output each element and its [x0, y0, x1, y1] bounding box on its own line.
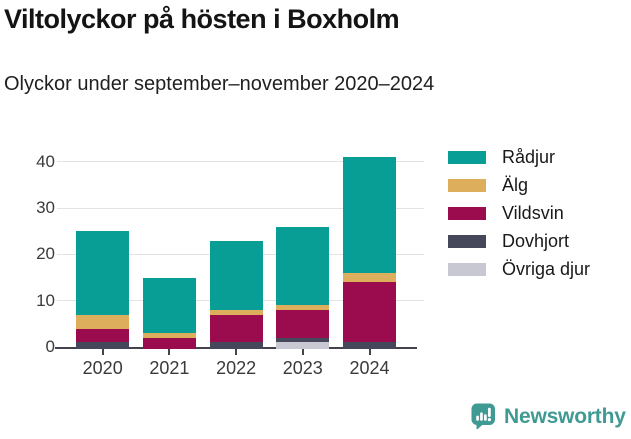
legend-item: Dovhjort [448, 227, 590, 255]
bar-segment-2020-Rådjur [76, 231, 130, 315]
bar-segment-2024-Vildsvin [343, 282, 396, 343]
x-axis-tick [368, 349, 371, 355]
legend-label: Dovhjort [502, 230, 570, 251]
bar-2022 [209, 240, 263, 349]
x-axis-tick-label: 2022 [216, 358, 257, 378]
page-title: Viltolyckor på hösten i Boxholm [4, 4, 400, 34]
y-axis-tick-label: 20 [36, 244, 55, 264]
bar-2020 [76, 231, 130, 349]
y-axis-tick-label: 0 [45, 337, 55, 356]
bar-2023 [276, 226, 330, 349]
legend-label: Vildsvin [502, 202, 564, 223]
gridline-40 [57, 161, 424, 163]
bar-2024 [343, 157, 396, 349]
x-axis-tick-label: 2021 [149, 358, 190, 378]
legend-item: Övriga djur [448, 255, 590, 283]
bar-segment-2020-Älg [76, 314, 130, 329]
bar-segment-2024-Rådjur [343, 157, 396, 273]
legend-swatch [448, 234, 486, 248]
bar-segment-2022-Dovhjort [209, 342, 263, 349]
legend-item: Älg [448, 171, 590, 199]
x-axis-tick [101, 349, 104, 355]
bar-segment-2022-Vildsvin [209, 314, 263, 343]
bar-segment-2023-Dovhjort [276, 337, 330, 343]
bar-segment-2023-Rådjur [276, 226, 330, 306]
y-axis-tick-label: 30 [36, 198, 55, 218]
x-axis-tick-label: 2020 [82, 358, 123, 378]
newsworthy-icon [471, 403, 496, 431]
legend-swatch [448, 262, 486, 276]
legend-swatch [448, 150, 486, 164]
legend-label: Övriga djur [502, 258, 591, 279]
legend-swatch [448, 206, 486, 220]
legend-label: Rådjur [502, 146, 556, 167]
bar-segment-2022-Rådjur [209, 240, 263, 310]
x-axis-tick [301, 349, 304, 355]
bar-2021 [142, 277, 196, 349]
bar-segment-2023-Övriga djur [276, 342, 330, 349]
legend-label: Älg [502, 174, 529, 195]
bar-segment-2023-Älg [276, 305, 330, 310]
bar-segment-2022-Älg [209, 309, 263, 315]
legend-swatch [448, 178, 486, 192]
y-axis-tick-label: 40 [36, 151, 55, 171]
x-axis-tick [168, 349, 171, 355]
gridline-30 [57, 207, 424, 209]
x-axis-tick-label: 2023 [282, 358, 323, 378]
x-axis-tick [235, 349, 238, 355]
bar-segment-2021-Rådjur [142, 277, 196, 334]
bar-segment-2020-Dovhjort [76, 342, 130, 349]
bar-segment-2020-Vildsvin [76, 328, 130, 343]
newsworthy-logo-link[interactable]: Newsworthy [471, 403, 626, 431]
y-axis-tick-label: 10 [36, 290, 55, 310]
bar-segment-2021-Vildsvin [142, 337, 196, 349]
bar-segment-2023-Vildsvin [276, 309, 330, 338]
legend: Rådjur Älg Vildsvin Dovhjort Övriga djur [448, 143, 590, 283]
bar-segment-2021-Älg [142, 333, 196, 338]
legend-item: Rådjur [448, 143, 590, 171]
newsworthy-wordmark: Newsworthy [504, 405, 626, 428]
x-axis-tick-label: 2024 [349, 358, 390, 378]
bar-segment-2024-Dovhjort [343, 342, 396, 349]
bar-segment-2024-Älg [343, 272, 396, 283]
page-subtitle: Olyckor under september–november 2020–20… [4, 73, 435, 95]
legend-item: Vildsvin [448, 199, 590, 227]
